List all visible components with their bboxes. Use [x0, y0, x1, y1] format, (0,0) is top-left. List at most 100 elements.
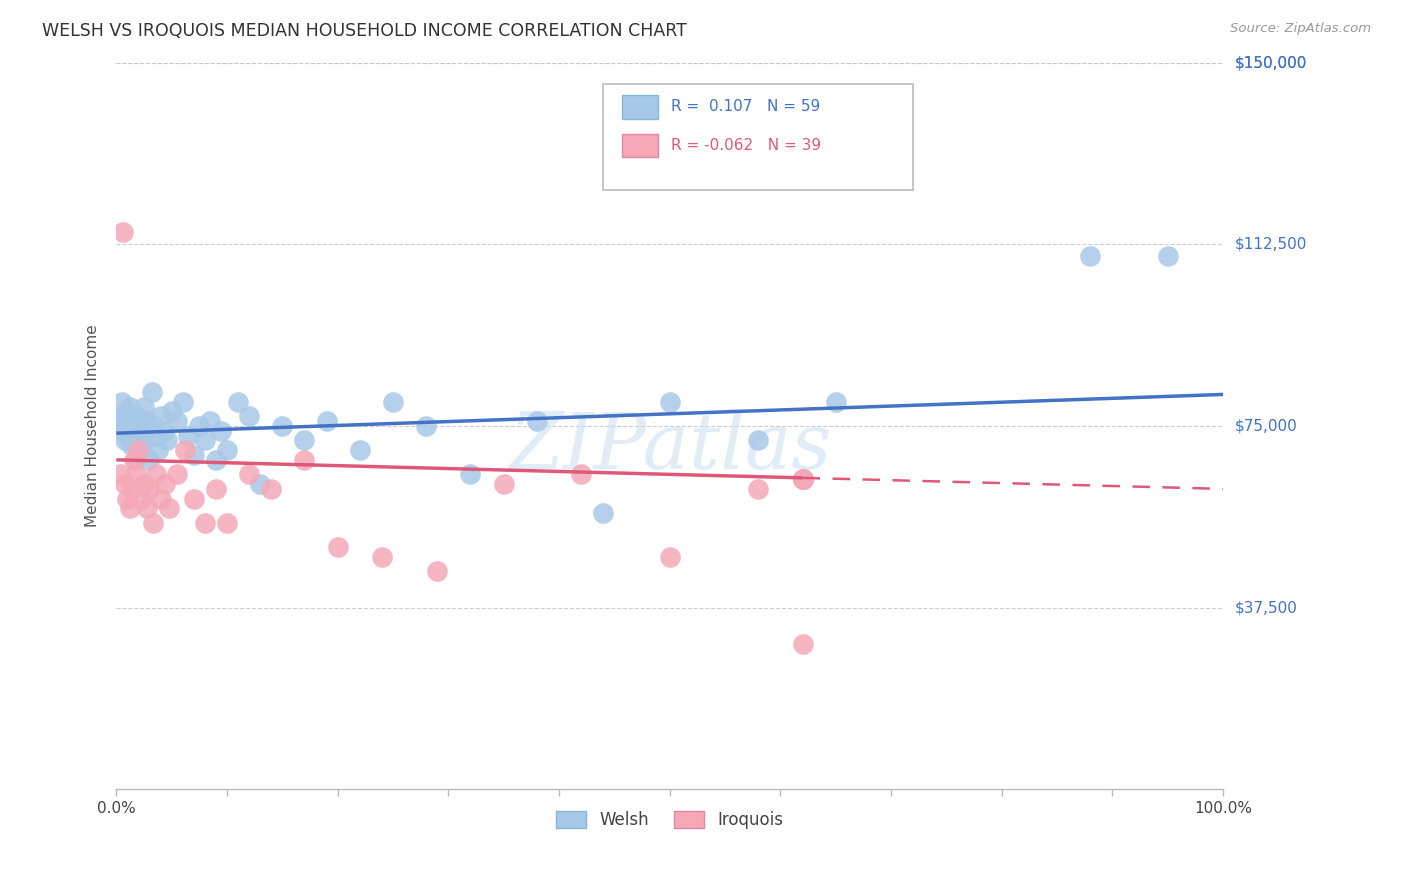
Point: [121, 482, 143, 496]
Point: [177, 428, 200, 442]
Point: [294, 434, 316, 448]
Point: [824, 394, 846, 409]
Point: [148, 443, 170, 458]
Point: [326, 540, 349, 554]
Point: [658, 394, 681, 409]
Point: [124, 419, 146, 434]
Point: [569, 467, 592, 482]
Point: [260, 482, 283, 496]
Text: $150,000: $150,000: [1234, 55, 1306, 70]
Point: [118, 400, 141, 414]
Text: $150,000: $150,000: [1234, 55, 1306, 70]
FancyBboxPatch shape: [603, 85, 914, 190]
Point: [194, 434, 217, 448]
Point: [121, 414, 143, 428]
Point: [128, 414, 150, 428]
Point: [166, 414, 188, 428]
Point: [129, 491, 152, 506]
Point: [131, 424, 153, 438]
Point: [492, 477, 515, 491]
Bar: [621, 134, 658, 157]
Point: [136, 501, 159, 516]
Point: [149, 409, 172, 424]
Point: [138, 482, 160, 496]
Text: $112,500: $112,500: [1234, 236, 1306, 252]
Point: [226, 394, 249, 409]
Point: [271, 419, 294, 434]
Point: [349, 443, 371, 458]
Point: [145, 428, 167, 442]
Point: [172, 394, 194, 409]
Point: [382, 394, 405, 409]
Point: [792, 472, 814, 486]
Point: [238, 409, 260, 424]
Point: [460, 467, 482, 482]
Point: [188, 419, 211, 434]
Point: [141, 384, 163, 399]
Point: [156, 434, 179, 448]
Point: [183, 448, 205, 462]
Point: [166, 467, 188, 482]
Point: [1157, 249, 1180, 263]
Point: [111, 424, 134, 438]
Legend: Welsh, Iroquois: Welsh, Iroquois: [550, 804, 790, 836]
Point: [114, 434, 136, 448]
Text: $75,000: $75,000: [1234, 418, 1296, 434]
Point: [111, 394, 134, 409]
Point: [294, 453, 316, 467]
Text: Source: ZipAtlas.com: Source: ZipAtlas.com: [1230, 22, 1371, 36]
Point: [114, 477, 136, 491]
Point: [149, 491, 172, 506]
Bar: [621, 95, 658, 119]
Point: [747, 434, 769, 448]
Point: [205, 453, 228, 467]
Point: [127, 409, 149, 424]
Point: [118, 501, 141, 516]
Point: [117, 491, 139, 506]
Point: [108, 467, 131, 482]
Point: [526, 414, 548, 428]
Point: [127, 443, 149, 458]
Point: [160, 404, 183, 418]
Point: [115, 404, 138, 418]
Point: [145, 467, 167, 482]
Point: [215, 516, 238, 530]
Point: [138, 453, 160, 467]
Point: [125, 467, 148, 482]
Point: [371, 549, 394, 564]
Point: [792, 472, 814, 486]
Point: [117, 419, 139, 434]
Point: [209, 424, 232, 438]
Point: [117, 428, 139, 442]
Point: [132, 400, 155, 414]
Point: [658, 549, 681, 564]
Point: [129, 443, 152, 458]
Point: [122, 424, 145, 438]
Point: [792, 637, 814, 651]
Point: [174, 443, 197, 458]
Point: [127, 428, 149, 442]
Text: R =  0.107   N = 59: R = 0.107 N = 59: [671, 100, 820, 114]
Point: [249, 477, 271, 491]
Point: [134, 434, 156, 448]
Point: [153, 424, 176, 438]
Y-axis label: Median Household Income: Median Household Income: [86, 325, 100, 527]
Point: [120, 438, 142, 452]
Point: [415, 419, 437, 434]
Point: [205, 482, 228, 496]
Point: [215, 443, 238, 458]
Point: [592, 506, 614, 520]
Point: [142, 516, 165, 530]
Point: [122, 453, 145, 467]
Point: [1078, 249, 1101, 263]
Point: [157, 501, 180, 516]
Point: [108, 414, 131, 428]
Point: [136, 414, 159, 428]
Point: [194, 516, 217, 530]
Text: R = -0.062   N = 39: R = -0.062 N = 39: [671, 138, 821, 153]
Point: [142, 419, 165, 434]
Point: [792, 472, 814, 486]
Point: [747, 482, 769, 496]
Point: [111, 225, 134, 239]
Point: [792, 472, 814, 486]
